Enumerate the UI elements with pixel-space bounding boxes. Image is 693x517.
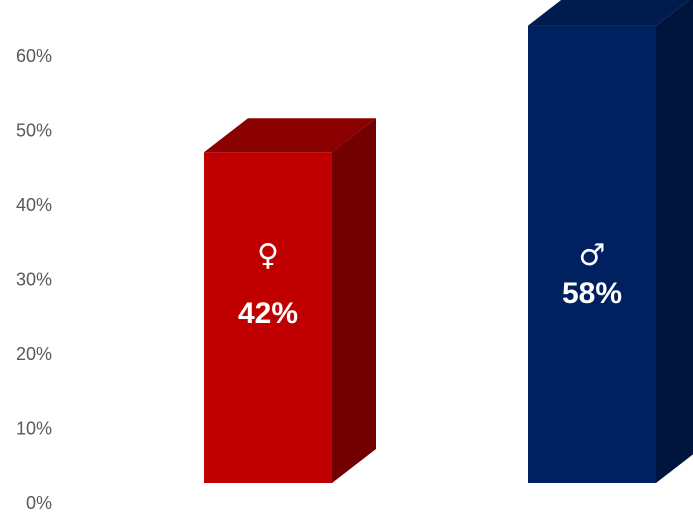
y-tick-label: 0% <box>26 493 52 513</box>
bar-front-face <box>528 25 656 483</box>
bar-top-face <box>528 0 690 26</box>
y-tick-label: 20% <box>16 344 52 364</box>
y-tick-label: 30% <box>16 270 52 290</box>
bars-group: ♀ 42% ♂ 58% <box>204 0 693 483</box>
bar-side-face <box>332 118 376 483</box>
bar-female: ♀ 42% <box>204 118 376 483</box>
y-tick-label: 10% <box>16 419 52 439</box>
bar-side-face <box>656 0 693 483</box>
bar-male: ♂ 58% <box>528 0 693 483</box>
bar-front-face <box>204 152 332 483</box>
bar-data-label: 58% <box>562 277 622 310</box>
y-tick-label: 50% <box>16 121 52 141</box>
y-tick-label: 40% <box>16 195 52 215</box>
male-symbol-icon: ♂ <box>579 238 606 273</box>
bar-data-label: 42% <box>238 297 298 330</box>
y-axis: 0% 10% 20% 30% 40% 50% 60% <box>16 46 52 513</box>
female-symbol-icon: ♀ <box>257 238 279 273</box>
bar-top-face <box>204 118 376 153</box>
y-tick-label: 60% <box>16 46 52 66</box>
